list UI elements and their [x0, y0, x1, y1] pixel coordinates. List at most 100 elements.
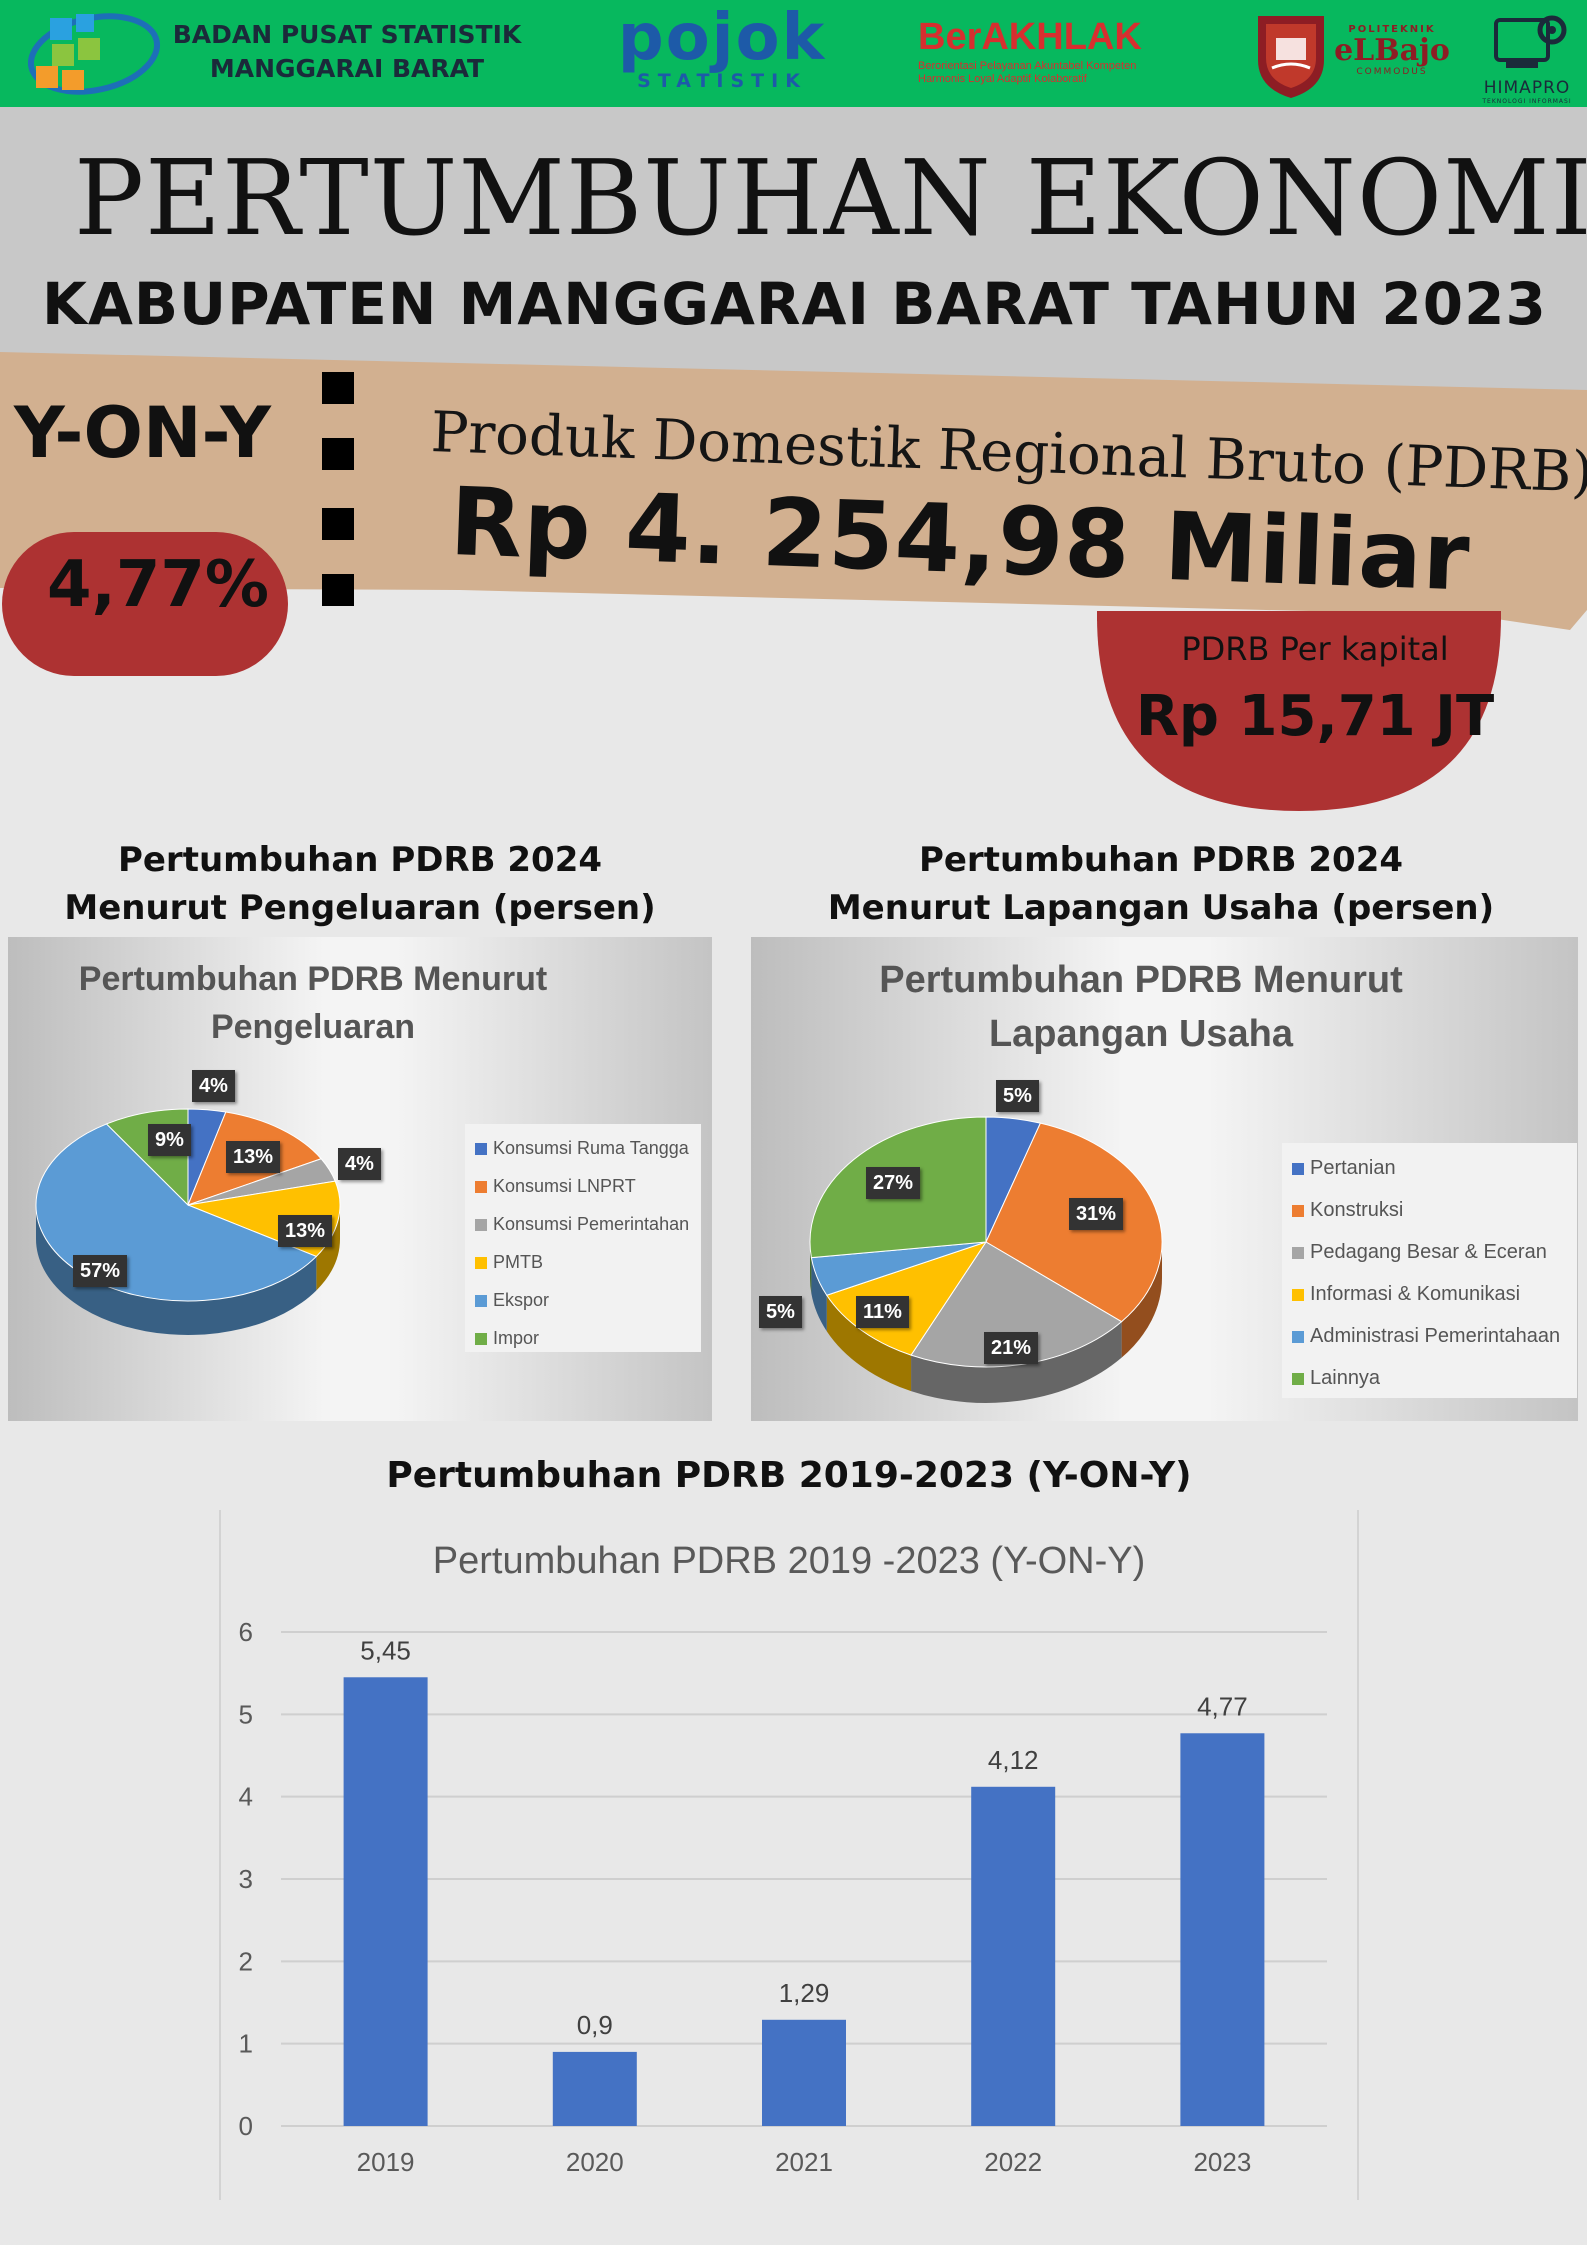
legend-item: Lainnya: [1292, 1367, 1380, 1390]
pojok-word: pojok: [617, 1, 827, 75]
poltek-name: POLITEKNIK eLBajo COMMODUS: [1332, 24, 1452, 77]
himapro-name: HIMAPRO: [1483, 78, 1571, 98]
pie2-title-line-2: Lapangan Usaha: [988, 1013, 1294, 1055]
legend-swatch: [475, 1219, 487, 1232]
bps-org-name: BADAN PUSAT STATISTIK MANGGARAI BARAT: [172, 18, 522, 86]
per-capita-value: Rp 15,71 JT: [1135, 684, 1495, 749]
page-title: PERTUMBUHAN EKONOMI: [74, 137, 1587, 259]
pie-data-label: 4%: [192, 1070, 235, 1102]
legend-swatch: [475, 1181, 487, 1194]
pie-slice-side: [1121, 1242, 1162, 1358]
legend-swatch: [1292, 1372, 1304, 1385]
legend-item: Pedagang Besar & Eceran: [1292, 1241, 1547, 1264]
pojok-statistik-logo: pojok STATISTIK: [612, 2, 832, 92]
bar-section-title: Pertumbuhan PDRB 2019-2023 (Y-ON-Y): [386, 1455, 1192, 1496]
x-tick-label: 2021: [775, 2147, 833, 2177]
legend-swatch: [475, 1333, 487, 1346]
legend-item: Konstruksi: [1292, 1199, 1403, 1222]
pengeluaran-title-line-1: Pertumbuhan PDRB 2024: [117, 840, 603, 880]
pie-slice-side: [810, 1242, 812, 1294]
y-tick-label: 2: [239, 1946, 253, 1976]
y-tick-label: 4: [239, 1782, 253, 1812]
legend-swatch: [1292, 1288, 1304, 1301]
pie-data-label: 5%: [759, 1296, 802, 1328]
bar-plot: 0 1 2 3 4 5 6 5,45 2019 0,9 2020 1,29 2021 4,12 2022 4,…: [239, 1617, 1327, 2177]
legend-swatch: [475, 1257, 487, 1270]
pie-data-label: 9%: [148, 1124, 191, 1156]
bps-line-2: MANGGARAI BARAT: [209, 54, 485, 83]
legend-label: Pertanian: [1310, 1157, 1396, 1179]
x-tick-label: 2019: [357, 2147, 415, 2177]
berakhlak-sub-1: Berorientasi Pelayanan Akuntabel Kompete…: [918, 60, 1137, 72]
divider-dot: [322, 508, 354, 540]
title-band: [0, 107, 1587, 402]
y-tick-label: 3: [239, 1864, 253, 1894]
legend-label: Lainnya: [1310, 1367, 1381, 1389]
divider-dot: [322, 438, 354, 470]
legend-label: Pedagang Besar & Eceran: [1310, 1241, 1547, 1263]
divider-dot: [322, 372, 354, 404]
bar: [762, 2019, 846, 2126]
legend-label: Konsumsi Ruma Tangga: [493, 1138, 689, 1158]
legend-swatch: [475, 1143, 487, 1156]
pie2-legend: Pertanian Konstruksi Pedagang Besar & Ecer…: [1282, 1143, 1577, 1398]
legend-item: Konsumsi Pemerintahan: [475, 1214, 689, 1235]
legend-label: Administrasi Pemerintahaan: [1310, 1325, 1561, 1347]
legend-label: Impor: [493, 1328, 540, 1348]
legend-label: Konstruksi: [1310, 1199, 1404, 1221]
pie-slice-side: [826, 1295, 912, 1392]
lapangan-section-title: Pertumbuhan PDRB 2024 Menurut Lapangan U…: [826, 836, 1496, 932]
tan-banner: [0, 352, 1587, 630]
legend-label: Konsumsi Pemerintahan: [493, 1214, 690, 1234]
x-tick-label: 2023: [1193, 2147, 1251, 2177]
poltek-small: POLITEKNIK: [1348, 24, 1436, 35]
pie-data-label: 5%: [996, 1080, 1039, 1112]
legend-item: Konsumsi Ruma Tangga: [475, 1138, 689, 1159]
legend-item: Pertanian: [1292, 1157, 1396, 1180]
x-tick-label: 2022: [984, 2147, 1042, 2177]
per-capita-badge: [1097, 611, 1501, 811]
pie-data-label: 13%: [278, 1215, 333, 1247]
pie1-legend: Konsumsi Ruma Tangga Konsumsi LNPRT Konsum…: [465, 1124, 701, 1352]
pojok-sub: STATISTIK: [637, 70, 807, 92]
y-tick-label: 5: [239, 1699, 253, 1729]
legend-swatch: [475, 1295, 487, 1308]
legend-item: Ekspor: [475, 1290, 549, 1311]
y-tick-label: 0: [239, 2111, 253, 2141]
legend-swatch: [1292, 1330, 1304, 1343]
lapangan-title-line-1: Pertumbuhan PDRB 2024: [918, 840, 1404, 880]
per-capita-label: PDRB Per kapital: [1181, 630, 1449, 668]
pengeluaran-title-line-2: Menurut Pengeluaran (persen): [64, 888, 656, 928]
pie-data-label: 13%: [226, 1141, 281, 1173]
himapro-sub: TEKNOLOGI INFORMASI: [1482, 98, 1572, 105]
legend-swatch: [1292, 1246, 1304, 1259]
bar: [1180, 1733, 1265, 2126]
pengeluaran-section-title: Pertumbuhan PDRB 2024 Menurut Pengeluara…: [34, 836, 686, 932]
bar-value-label: 4,77: [1197, 1691, 1248, 1721]
bar: [343, 1677, 428, 2126]
legend-label: Konsumsi LNPRT: [493, 1176, 636, 1196]
berakhlak-word: BerAKHLAK: [918, 16, 1142, 58]
poltek-sub: COMMODUS: [1356, 67, 1428, 77]
legend-swatch: [1292, 1162, 1304, 1175]
pie-data-label: 57%: [73, 1255, 128, 1287]
pie-depth: [36, 1205, 340, 1335]
pie-data-label: 27%: [866, 1167, 921, 1199]
bar: [552, 2051, 637, 2126]
x-tick-label: 2020: [566, 2147, 624, 2177]
header-bar: BADAN PUSAT STATISTIK MANGGARAI BARAT po…: [0, 0, 1587, 107]
lapangan-title-line-2: Menurut Lapangan Usaha (persen): [827, 888, 1495, 928]
growth-pill: [2, 532, 288, 676]
growth-value: 4,77%: [46, 548, 270, 622]
pie-depth: [810, 1242, 1162, 1403]
pie1-title: Pertumbuhan PDRB Menurut Pengeluaran: [8, 955, 618, 1051]
himapro-text: HIMAPRO TEKNOLOGI INFORMASI: [1472, 78, 1582, 105]
legend-label: PMTB: [493, 1252, 544, 1272]
pie-data-label: 11%: [856, 1296, 909, 1328]
legend-swatch: [1292, 1204, 1304, 1217]
pie-data-label: 4%: [338, 1148, 381, 1180]
divider-dot: [322, 574, 354, 606]
pie-top: [809, 1116, 1163, 1368]
pie-slice-side: [36, 1205, 317, 1335]
pie-slice-side: [811, 1257, 827, 1332]
